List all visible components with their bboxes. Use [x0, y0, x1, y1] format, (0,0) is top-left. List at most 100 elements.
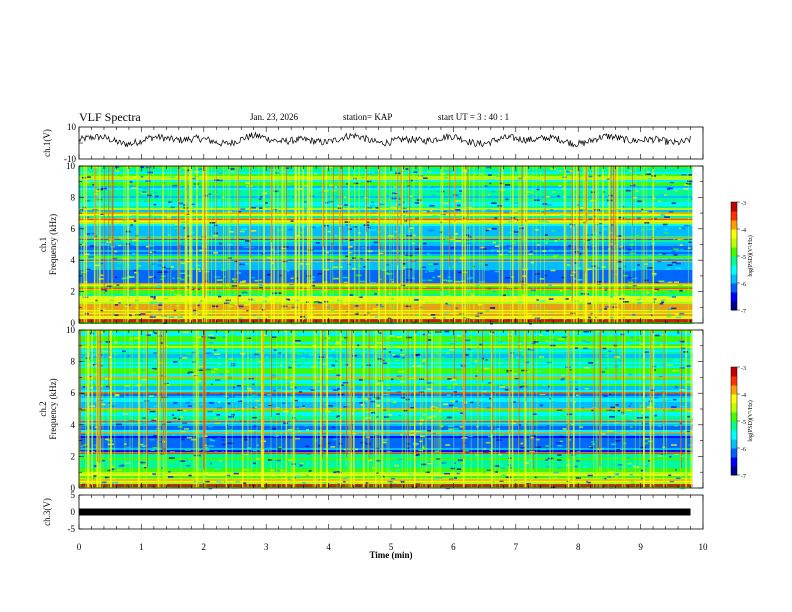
- sferic-streak: [145, 330, 147, 488]
- spectrogram-cell: [375, 472, 379, 474]
- spectrogram-cell: [118, 465, 125, 467]
- spectrogram-row: [79, 390, 694, 392]
- spectrogram-cell: [631, 313, 636, 316]
- spectrogram-cell: [375, 416, 379, 418]
- spectrogram-cell: [302, 406, 306, 408]
- spectrogram-cell: [524, 361, 530, 364]
- spectrogram-cell: [519, 280, 524, 283]
- spectrogram-cell: [115, 168, 119, 171]
- spectrogram-cell: [370, 223, 374, 226]
- sferic-streak: [107, 166, 109, 323]
- spectrogram-cell: [245, 435, 249, 438]
- spectrogram-cell: [680, 487, 685, 490]
- spectrogram-cell: [202, 294, 208, 297]
- sferic-streak: [302, 166, 304, 323]
- spectrogram-cell: [370, 400, 376, 403]
- sferic-streak: [178, 166, 179, 254]
- spectrogram-cell: [536, 244, 541, 246]
- spectrogram-cell: [305, 317, 309, 319]
- spectrogram-cell: [228, 416, 235, 418]
- spectrogram-cell: [194, 375, 197, 378]
- spectrogram-row: [79, 224, 694, 226]
- spectrogram-cell: [272, 389, 277, 392]
- spectrogram-cell: [522, 382, 526, 384]
- spectrogram-cell: [656, 197, 663, 200]
- spectrogram-cell: [246, 310, 249, 312]
- spectrogram-cell: [243, 246, 249, 249]
- spectrogram-cell: [605, 174, 609, 176]
- spectrogram-cell: [194, 336, 197, 339]
- sferic-streak: [525, 166, 528, 323]
- spectrogram-cell: [509, 247, 513, 250]
- spectrogram-cell: [685, 199, 688, 202]
- spectrogram-cell: [644, 338, 650, 340]
- spectrogram-cell: [656, 306, 660, 309]
- spectrogram-cell: [546, 221, 550, 223]
- spectrogram-cell: [331, 364, 335, 367]
- spectrogram-cell: [643, 279, 649, 282]
- spectrogram-cell: [530, 261, 535, 264]
- spectrogram-cell: [311, 398, 317, 400]
- spectrogram-cell: [272, 336, 277, 338]
- spectrogram-cell: [93, 444, 99, 447]
- spectrogram-cell: [224, 302, 230, 304]
- spectrogram-cell: [622, 192, 628, 194]
- spectrogram-cell: [210, 357, 213, 359]
- spectrogram-cell: [641, 229, 645, 231]
- spectrogram-cell: [331, 382, 335, 385]
- spectrogram-cell: [622, 301, 629, 303]
- spectrogram-cell: [466, 234, 470, 236]
- spectrogram-cell: [178, 202, 184, 205]
- spectrogram-cell: [257, 380, 261, 383]
- sferic-streak: [535, 166, 537, 323]
- sferic-streak: [582, 166, 584, 323]
- spectrogram-cell: [310, 226, 316, 229]
- spectrogram-cell: [648, 428, 651, 430]
- spectrogram-cell: [500, 396, 504, 399]
- sferic-streak: [362, 330, 364, 488]
- spectrogram-cell: [197, 336, 203, 339]
- spectrogram-cell: [623, 442, 627, 445]
- spectrogram-cell: [617, 409, 621, 412]
- spectrogram-cell: [277, 389, 282, 391]
- spectrogram-cell: [517, 349, 523, 352]
- spectrogram-cell: [558, 184, 562, 187]
- spectrogram-cell: [674, 425, 678, 427]
- spectrogram-cell: [258, 198, 262, 201]
- spectrogram-cell: [120, 175, 123, 177]
- sferic-streak: [438, 330, 440, 488]
- spectrogram-cell: [427, 279, 433, 282]
- spectrogram-cell: [390, 206, 397, 209]
- spectrogram-cell: [135, 234, 139, 237]
- spectrogram-cell: [169, 176, 175, 179]
- spectrogram-row: [79, 384, 694, 386]
- spectrogram-cell: [311, 284, 316, 287]
- spectrogram-cell: [564, 297, 571, 299]
- spectrogram-cell: [342, 276, 349, 279]
- spectrogram-cell: [665, 399, 672, 402]
- spectrogram-cell: [230, 171, 234, 173]
- spectrogram-cell: [351, 300, 357, 302]
- spectrogram-cell: [290, 220, 294, 222]
- spectrogram-cell: [352, 257, 357, 259]
- spectrogram-cell: [474, 220, 480, 222]
- spectrogram-cell: [687, 361, 692, 364]
- spectrogram-cell: [458, 461, 465, 464]
- spectrogram-cell: [89, 414, 94, 417]
- spectrogram-cell: [569, 369, 572, 371]
- spectrogram-cell: [294, 391, 298, 393]
- spectrogram-cell: [580, 469, 586, 472]
- spectrogram-cell: [609, 316, 614, 319]
- spectrogram-cell: [610, 406, 617, 409]
- spectrogram-cell: [130, 224, 134, 226]
- spectrogram-cell: [358, 302, 362, 305]
- spectrogram-cell: [527, 348, 531, 351]
- sferic-streak: [525, 330, 527, 488]
- spectrogram-cell: [197, 369, 204, 371]
- spectrogram-cell: [435, 301, 440, 303]
- spectrogram-cell: [145, 166, 152, 169]
- x-tick-label: 4: [326, 542, 331, 552]
- spectrogram-cell: [302, 405, 305, 407]
- spectrogram-cell: [245, 240, 251, 242]
- spectrogram-cell: [341, 384, 344, 386]
